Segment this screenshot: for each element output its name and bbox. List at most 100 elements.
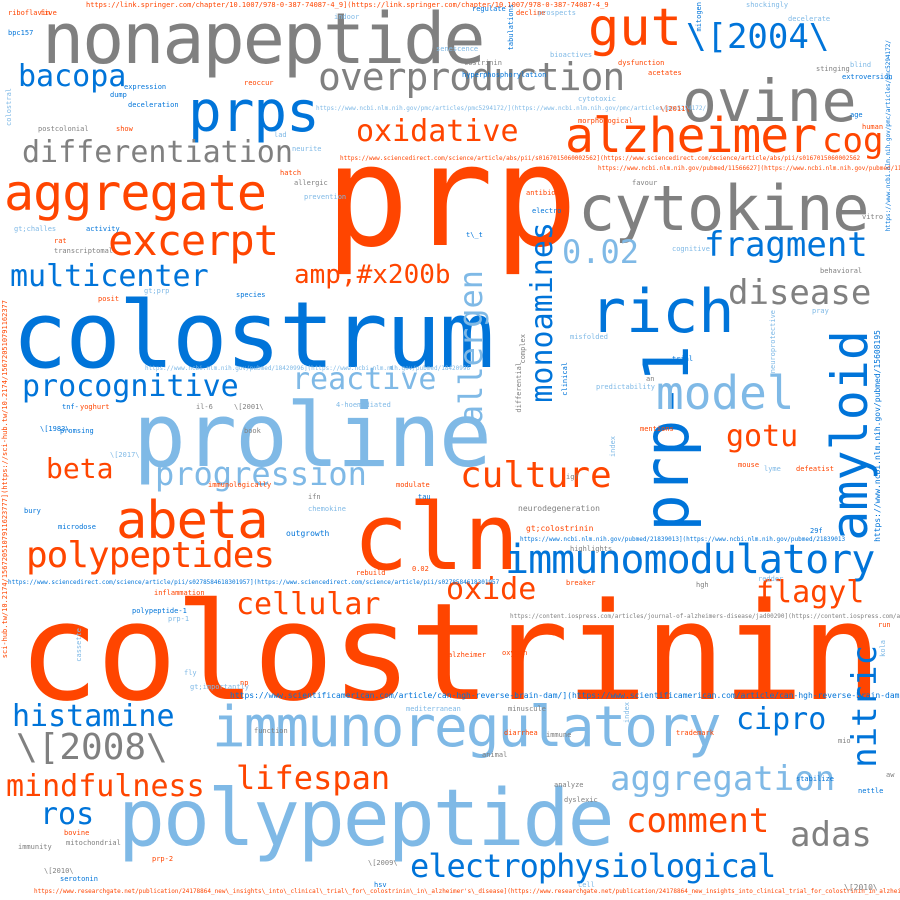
word-morphological: morphological (578, 117, 633, 125)
word-analyze: analyze (554, 781, 584, 789)
word-overproduction: overproduction (318, 55, 625, 99)
word-minuscule: minuscule (508, 705, 546, 713)
word-cognitive: cognitive (672, 245, 710, 253)
word-rat: rat (54, 237, 67, 245)
word-prp: prp (325, 116, 578, 279)
word-tlt: t\_t (466, 231, 483, 239)
word-2001: \[2001\ (234, 403, 264, 411)
word-mentions: mentions (640, 425, 674, 433)
word-flagyl: flagyl (756, 575, 865, 610)
word-trademark: trademark (676, 729, 714, 737)
word-dysfunction: dysfunction (618, 59, 665, 67)
word-allergic: allergic (294, 179, 328, 187)
word-bracket2004: \[2004\ (686, 17, 830, 57)
word-monoamines: monoamines (525, 222, 560, 403)
word-species: species (236, 291, 266, 299)
word-multicenter: multicenter (10, 259, 209, 294)
word-tnf: tnf- (62, 403, 79, 411)
word-histamine: histamine (12, 699, 175, 734)
word-proline: proline (133, 384, 492, 487)
word-index: index (623, 702, 631, 724)
word-immune: immune (546, 731, 572, 739)
word-ros: ros (40, 797, 95, 832)
word-electro: electro (532, 207, 562, 215)
word-trial: trial (672, 355, 694, 363)
url-pubmed-right: https://www.ncbi.nlm.nih.gov/pubmed/1560… (873, 330, 882, 542)
word-run: run (878, 621, 891, 629)
word-beta: beta (46, 452, 114, 485)
url-ncbi-pmc: https://www.ncbi.nlm.nih.gov/pmc/article… (316, 105, 707, 112)
word-stinging: stinging (816, 65, 850, 73)
word-bracket2008: \[2008\ (16, 727, 168, 768)
word-immunomodulatory: immunomodulatory (505, 537, 875, 583)
word-differentiation: differentiation (22, 135, 293, 170)
word-reoccur: reoccur (244, 79, 274, 87)
word-immunoregulatory: immunoregulatory (212, 695, 721, 760)
word-fly: fly (184, 669, 197, 677)
url-scihub-left: sci-hub.tw/10.2174/1567205107911623777](… (1, 300, 9, 659)
word-prevention: prevention (304, 193, 347, 201)
word-igf: igf (566, 473, 579, 481)
word-immunologically: immunologically (208, 481, 272, 489)
word-tau: tau (418, 493, 431, 501)
word-immunity: immunity (18, 843, 52, 851)
word-dump: dump (110, 91, 127, 99)
word-serotonin: serotonin (60, 875, 98, 883)
word-show: show (116, 125, 133, 133)
word-bury: bury (24, 507, 41, 515)
word-cytotoxic: cytotoxic (578, 95, 616, 103)
word-costrinin: costrinin (464, 59, 502, 67)
word-transcriptomal: transcriptomal (54, 247, 114, 255)
word-bpc157: bpc157 (8, 29, 34, 37)
url-researchgate: https://www.researchgate.net/publication… (34, 888, 900, 895)
word-an: an (646, 375, 655, 383)
word-lad: lad (274, 131, 287, 139)
word-002b: 0.02 (412, 565, 429, 573)
word-cell: cell (578, 881, 595, 889)
word-rebuild: rebuild (356, 569, 386, 577)
word-aggregate: aggregate (4, 164, 267, 222)
word-ecbitue: index (609, 436, 617, 458)
word-abeta: abeta (116, 491, 269, 551)
word-lifespan: lifespan (236, 759, 391, 797)
url-sciencedirect-abs: https://www.sciencedirect.com/science/ar… (340, 155, 861, 162)
word-allergen: allergen (452, 270, 490, 425)
word-procognitive: procognitive (22, 369, 239, 404)
word-oxygen: oxygen (502, 649, 528, 657)
word-oxidative: oxidative (356, 114, 519, 149)
word-mediterranean: mediterranean (406, 705, 461, 713)
word-posit: posit (98, 295, 120, 303)
word-diarrhea: diarrhea (504, 729, 538, 737)
word-bacopa: bacopa (18, 59, 127, 94)
word-behavioral: behavioral (820, 267, 863, 275)
word-breaker: breaker (566, 579, 596, 587)
word-lyme: lyme (764, 465, 781, 473)
word-2010: \[2010\ (44, 867, 74, 875)
word-book: book (244, 427, 261, 435)
word-2009: \[2009\ (368, 859, 398, 867)
word-microdose: microdose (58, 523, 96, 531)
word-cellular: cellular (236, 587, 381, 622)
word-extroversion: extroversion (842, 73, 893, 81)
word-hsv: hsv (374, 881, 387, 889)
word-cipro: cipro (736, 702, 827, 737)
word-redder: redder (758, 575, 784, 583)
word-neuroprotective: neuroprotective (769, 310, 777, 374)
word-hyperphosphorylation: hyperphosphorylation (462, 71, 547, 79)
word-outgrowth: outgrowth (286, 529, 330, 538)
word-comment: comment (626, 801, 770, 841)
word-inflammation: inflammation (154, 589, 205, 597)
word-mitogen: mitogen (695, 2, 703, 32)
word-nitric: nitric (845, 645, 885, 768)
word-reactive: reactive (292, 362, 437, 397)
word-polypeptide1: polypeptide-1 (132, 607, 187, 615)
word-2011: \[2011\ (660, 105, 690, 113)
word-mitochondrial: mitochondrial (66, 839, 121, 847)
word-nettle: nettle (858, 787, 884, 795)
word-antibiotic: antibiotic (526, 189, 569, 197)
url-pubmed-21839013: https://www.ncbi.nlm.nih.gov/pubmed/2183… (520, 536, 846, 543)
word-five: five (40, 9, 57, 17)
word-gtchalles: gt;challes (14, 225, 57, 233)
word-nonapeptide: nonapeptide (42, 0, 486, 80)
word-mindfulness: mindfulness (6, 769, 205, 804)
